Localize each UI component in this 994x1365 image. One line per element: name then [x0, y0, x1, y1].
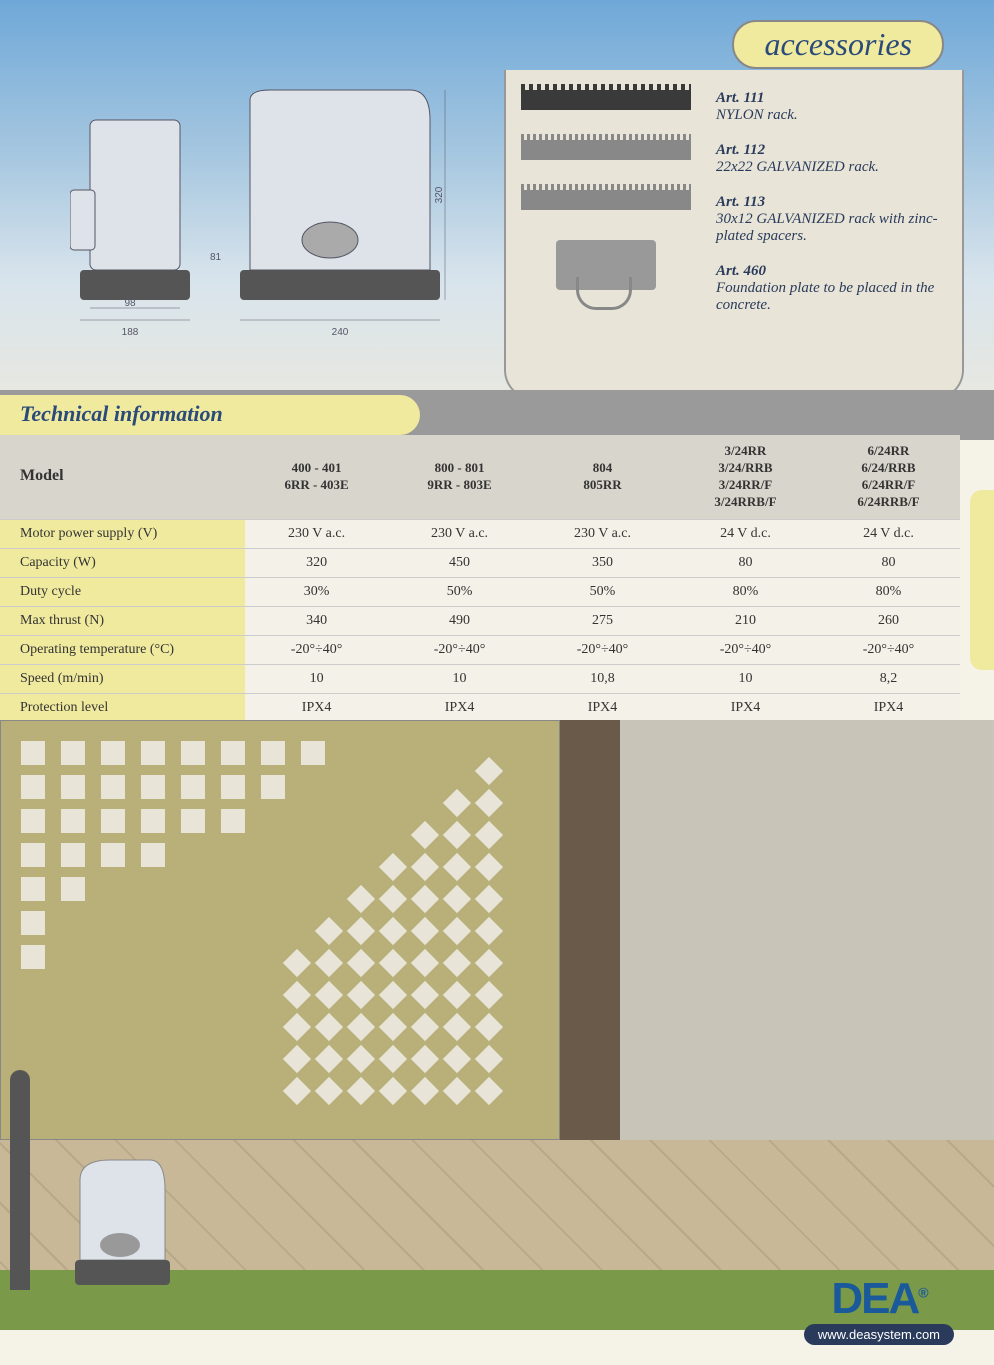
cell: IPX4	[531, 694, 674, 723]
cell: 50%	[388, 578, 531, 607]
accessory-code: Art. 112	[716, 142, 952, 159]
cell: IPX4	[245, 694, 388, 723]
cell: 80%	[674, 578, 817, 607]
cell: 30%	[245, 578, 388, 607]
accessory-desc: Foundation plate to be placed in the con…	[716, 280, 934, 313]
cell: 275	[531, 607, 674, 636]
cell: 230 V a.c.	[531, 520, 674, 549]
cell: 24 V d.c.	[817, 520, 960, 549]
accessory-code: Art. 113	[716, 194, 952, 211]
row-label: Motor power supply (V)	[0, 520, 245, 549]
motor-diagram: 188 98 81 240 320	[70, 60, 450, 350]
pillar	[560, 720, 620, 1140]
cell: 210	[674, 607, 817, 636]
accessories-images	[506, 70, 706, 398]
svg-text:188: 188	[122, 327, 139, 338]
cell: 80	[674, 549, 817, 578]
table-row: Capacity (W)3204503508080	[0, 549, 960, 578]
accessory-item: Art. 113 30x12 GALVANIZED rack with zinc…	[716, 194, 952, 245]
table-row: Motor power supply (V)230 V a.c.230 V a.…	[0, 520, 960, 549]
cell: 24 V d.c.	[674, 520, 817, 549]
cell: 80	[817, 549, 960, 578]
row-label: Operating temperature (°C)	[0, 636, 245, 665]
cell: -20°÷40°	[817, 636, 960, 665]
cell: 10	[388, 665, 531, 694]
cell: 50%	[531, 578, 674, 607]
cell: 260	[817, 607, 960, 636]
cell: 230 V a.c.	[388, 520, 531, 549]
row-label: Duty cycle	[0, 578, 245, 607]
accessories-panel: Art. 111 NYLON rack. Art. 112 22x22 GALV…	[504, 70, 964, 400]
accessory-code: Art. 111	[716, 90, 952, 107]
col-header: 3/24RR 3/24/RRB 3/24RR/F 3/24RRB/F	[674, 435, 817, 520]
svg-text:81: 81	[210, 252, 222, 263]
accessories-header: accessories	[732, 20, 944, 69]
table-row: Duty cycle30%50%50%80%80%	[0, 578, 960, 607]
gate-render	[0, 720, 994, 1320]
cell: 10	[245, 665, 388, 694]
gate-lattice-icon	[279, 741, 519, 1121]
sensor-post	[10, 1070, 30, 1290]
tech-info-header: Technical information	[0, 395, 420, 435]
tech-table: Model 400 - 401 6RR - 403E 800 - 801 9RR…	[0, 435, 994, 752]
row-label: Capacity (W)	[0, 549, 245, 578]
galvanized-rack-30-icon	[521, 190, 691, 210]
foundation-plate-icon	[556, 240, 656, 290]
cell: -20°÷40°	[674, 636, 817, 665]
cell: 80%	[817, 578, 960, 607]
accessory-desc: 22x22 GALVANIZED rack.	[716, 159, 879, 175]
svg-text:98: 98	[124, 298, 136, 309]
row-label: Protection level	[0, 694, 245, 723]
wall	[574, 720, 994, 1140]
cell: IPX4	[388, 694, 531, 723]
cell: IPX4	[817, 694, 960, 723]
cell: 10	[674, 665, 817, 694]
accessory-desc: 30x12 GALVANIZED rack with zinc-plated s…	[716, 211, 938, 244]
col-header: 804 805RR	[531, 435, 674, 520]
cell: -20°÷40°	[531, 636, 674, 665]
cell: 320	[245, 549, 388, 578]
cell: IPX4	[674, 694, 817, 723]
accessory-item: Art. 112 22x22 GALVANIZED rack.	[716, 142, 952, 176]
cell: 10,8	[531, 665, 674, 694]
motor-3d-icon	[70, 1150, 170, 1290]
brand-logo: DEA®	[804, 1274, 954, 1324]
gate-panel	[0, 720, 560, 1140]
model-header: Model	[0, 435, 245, 520]
row-label: Max thrust (N)	[0, 607, 245, 636]
cell: -20°÷40°	[388, 636, 531, 665]
table-row: Protection levelIPX4IPX4IPX4IPX4IPX4	[0, 694, 960, 723]
cell: 8,2	[817, 665, 960, 694]
table-row: Max thrust (N)340490275210260	[0, 607, 960, 636]
cell: 230 V a.c.	[245, 520, 388, 549]
row-label: Speed (m/min)	[0, 665, 245, 694]
galvanized-rack-22-icon	[521, 140, 691, 160]
col-header: 400 - 401 6RR - 403E	[245, 435, 388, 520]
accessory-item: Art. 460 Foundation plate to be placed i…	[716, 263, 952, 314]
accessory-desc: NYLON rack.	[716, 107, 798, 123]
brand-footer: DEA® www.deasystem.com	[804, 1274, 954, 1345]
cell: 350	[531, 549, 674, 578]
svg-text:320: 320	[434, 186, 445, 203]
accessory-item: Art. 111 NYLON rack.	[716, 90, 952, 124]
cell: 450	[388, 549, 531, 578]
table-row: Operating temperature (°C)-20°÷40°-20°÷4…	[0, 636, 960, 665]
col-header: 6/24RR 6/24/RRB 6/24RR/F 6/24RRB/F	[817, 435, 960, 520]
brand-url: www.deasystem.com	[804, 1324, 954, 1345]
col-header: 800 - 801 9RR - 803E	[388, 435, 531, 520]
cell: 340	[245, 607, 388, 636]
table-row: Speed (m/min)101010,8108,2	[0, 665, 960, 694]
accessory-code: Art. 460	[716, 263, 952, 280]
svg-text:240: 240	[332, 327, 349, 338]
accessories-text: Art. 111 NYLON rack. Art. 112 22x22 GALV…	[706, 70, 962, 398]
nylon-rack-icon	[521, 90, 691, 110]
cell: -20°÷40°	[245, 636, 388, 665]
cell: 490	[388, 607, 531, 636]
